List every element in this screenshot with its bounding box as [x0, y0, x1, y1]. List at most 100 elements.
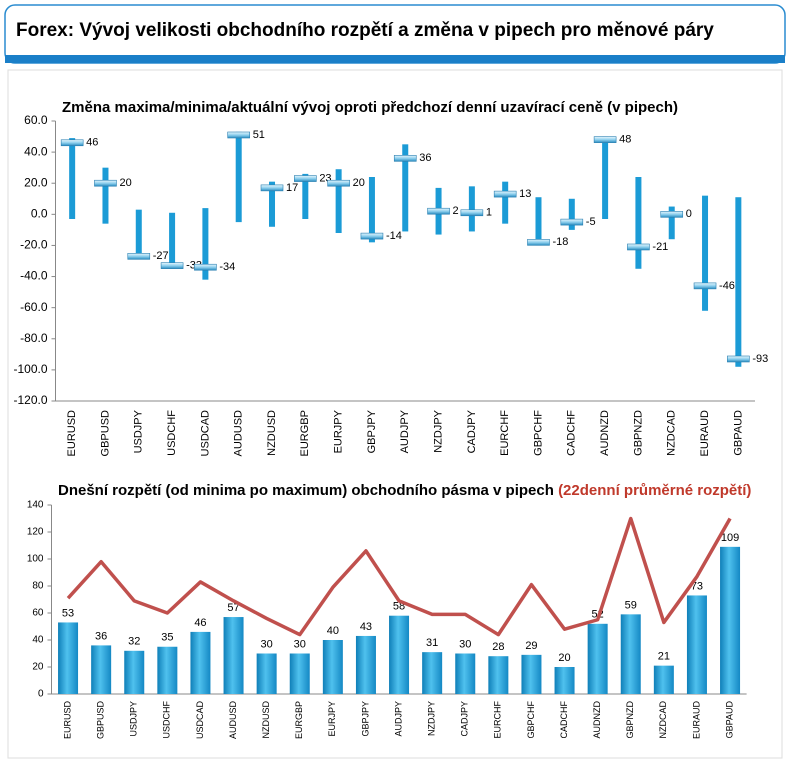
value-label: 51 [253, 129, 265, 141]
value-label: 30 [459, 638, 471, 650]
bar [620, 614, 641, 694]
bar [355, 635, 376, 694]
bar [124, 650, 145, 694]
bar [720, 546, 741, 694]
bar [554, 667, 575, 694]
range-bar [602, 136, 609, 219]
x-tick-label: GBPJPY [360, 701, 370, 737]
bar [289, 653, 310, 694]
value-label: 46 [194, 617, 206, 629]
x-tick-label: AUDJPY [393, 701, 403, 737]
range-bar [735, 197, 742, 367]
current-marker [294, 175, 317, 182]
value-label: 0 [686, 208, 692, 220]
current-marker [693, 282, 717, 290]
x-tick-label: GBPAUD [724, 701, 734, 739]
value-label: 13 [519, 188, 531, 200]
current-marker [60, 139, 84, 147]
range-bar [635, 177, 642, 269]
value-label: -93 [752, 353, 768, 365]
x-tick-label: NZDJPY [427, 701, 437, 736]
y-tick-label: -40.0 [20, 269, 48, 283]
x-tick-label: AUDNZD [599, 410, 611, 456]
value-label: 36 [95, 630, 107, 642]
current-marker [393, 155, 417, 162]
bar [322, 640, 343, 694]
x-tick-label: AUDNZD [592, 701, 602, 739]
bar [488, 656, 509, 694]
x-tick-label: NZDJPY [432, 409, 444, 452]
x-tick-label: CADJPY [466, 409, 478, 453]
x-tick-label: AUDUSD [233, 410, 245, 457]
value-label: -27 [153, 250, 169, 262]
value-label: 17 [286, 182, 298, 194]
x-tick-label: USDJPY [129, 701, 139, 737]
chart-title: Změna maxima/minima/aktuální vývoj oprot… [62, 99, 678, 116]
range-bar [368, 177, 375, 243]
chart-title: Dnešní rozpětí (od minima po maximum) ob… [58, 482, 751, 499]
value-label: 21 [658, 651, 670, 663]
y-tick-label: 0 [38, 689, 44, 700]
current-marker [160, 262, 184, 269]
value-label: -5 [586, 216, 596, 228]
x-tick-label: GBPCHF [532, 410, 544, 456]
bar [587, 623, 608, 694]
x-tick-label: CADJPY [460, 701, 470, 737]
value-label: 20 [558, 652, 570, 664]
current-marker [427, 207, 450, 215]
current-marker [127, 253, 151, 260]
value-label: 40 [327, 625, 339, 637]
current-marker [560, 218, 584, 226]
x-tick-label: USDJPY [133, 409, 145, 453]
y-tick-label: -60.0 [20, 300, 48, 314]
x-tick-label: EURCHF [499, 410, 511, 456]
x-tick-label: NZDCAD [658, 701, 668, 739]
bar [223, 617, 244, 694]
bar [686, 595, 707, 694]
y-tick-label: 100 [27, 554, 44, 565]
value-label: -34 [219, 261, 235, 273]
range-bar [568, 198, 575, 230]
value-label: 46 [86, 137, 98, 149]
range-bar [235, 131, 242, 223]
range-bar [102, 167, 109, 224]
range-bar [269, 181, 276, 227]
x-tick-label: GBPJPY [366, 409, 378, 453]
y-tick-label: 20 [32, 662, 44, 673]
current-marker [727, 355, 750, 363]
chart-subtitle: (22denní průměrné rozpětí) [558, 482, 751, 499]
current-marker [493, 190, 517, 198]
value-label: 109 [721, 532, 739, 544]
range-bar [135, 209, 142, 258]
y-tick-label: 80 [32, 581, 44, 592]
x-tick-label: CADCHF [559, 700, 569, 738]
y-tick-label: 0.0 [31, 207, 48, 221]
bar [256, 653, 277, 694]
current-marker [94, 179, 117, 187]
current-marker [360, 232, 384, 240]
x-tick-label: NZDUSD [261, 701, 271, 739]
value-label: 59 [625, 599, 637, 611]
x-tick-label: EURCHF [493, 700, 503, 738]
value-label: -21 [652, 241, 668, 253]
y-tick-label: -20.0 [20, 238, 48, 252]
x-tick-label: GBPUSD [96, 701, 106, 740]
range-bar [468, 186, 475, 232]
x-tick-label: NZDCAD [666, 410, 678, 456]
header-bar [5, 55, 785, 63]
current-marker [327, 179, 350, 187]
x-tick-label: CADCHF [566, 410, 578, 456]
value-label: 31 [426, 637, 438, 649]
y-tick-label: 20.0 [24, 175, 48, 189]
x-tick-label: EURJPY [333, 409, 345, 453]
range-bar [69, 138, 76, 219]
bar [157, 646, 178, 694]
current-marker [460, 209, 484, 217]
current-marker [660, 211, 684, 218]
bar [521, 654, 542, 694]
chart-title: Dnešní rozpětí (od minima po maximum) ob… [58, 482, 554, 499]
y-tick-label: 60.0 [24, 113, 48, 127]
range-bar [402, 144, 409, 232]
bar [190, 631, 211, 694]
